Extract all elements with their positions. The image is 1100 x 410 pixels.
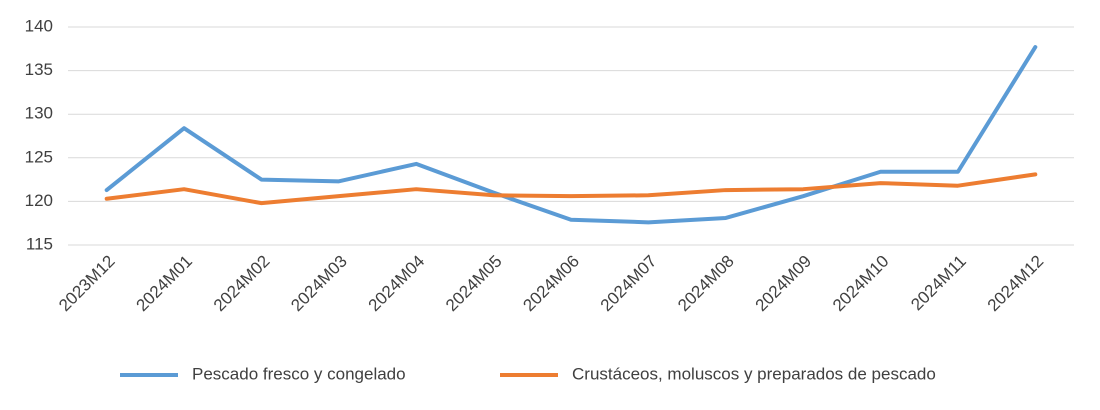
y-tick-label: 115 [26,234,53,253]
x-tick-label: 2023M12 [55,252,119,316]
x-tick-label: 2024M06 [519,252,583,316]
y-tick-label: 130 [25,104,53,123]
x-tick-label: 2024M12 [984,252,1048,316]
y-tick-label: 125 [25,147,53,166]
x-tick-label: 2024M11 [907,252,970,315]
x-tick-label: 2024M10 [829,252,893,316]
x-tick-label: 2024M05 [442,252,506,316]
x-tick-label: 2024M02 [210,252,274,316]
legend-label: Crustáceos, moluscos y preparados de pes… [572,364,936,383]
legend-label: Pescado fresco y congelado [192,364,406,383]
y-tick-label: 135 [25,60,53,79]
y-tick-label: 140 [25,16,53,35]
x-tick-label: 2024M01 [133,252,197,316]
x-tick-label: 2024M04 [365,252,429,316]
data-line [104,45,1038,225]
data-line [104,172,1038,206]
x-tick-label: 2024M07 [597,252,661,316]
y-tick-label: 120 [25,191,53,210]
x-tick-label: 2024M03 [287,252,351,316]
x-tick-label: 2024M09 [752,252,816,316]
x-tick-label: 2024M08 [674,252,738,316]
